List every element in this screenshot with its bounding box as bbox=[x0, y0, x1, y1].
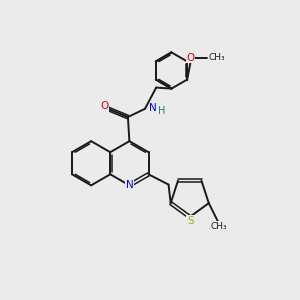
Text: H: H bbox=[158, 106, 165, 116]
Text: CH₃: CH₃ bbox=[208, 53, 225, 62]
Text: N: N bbox=[149, 103, 157, 113]
Text: O: O bbox=[100, 101, 109, 111]
Text: N: N bbox=[125, 180, 133, 190]
Text: O: O bbox=[187, 53, 195, 63]
Text: CH₃: CH₃ bbox=[211, 222, 227, 231]
Text: S: S bbox=[187, 215, 194, 226]
